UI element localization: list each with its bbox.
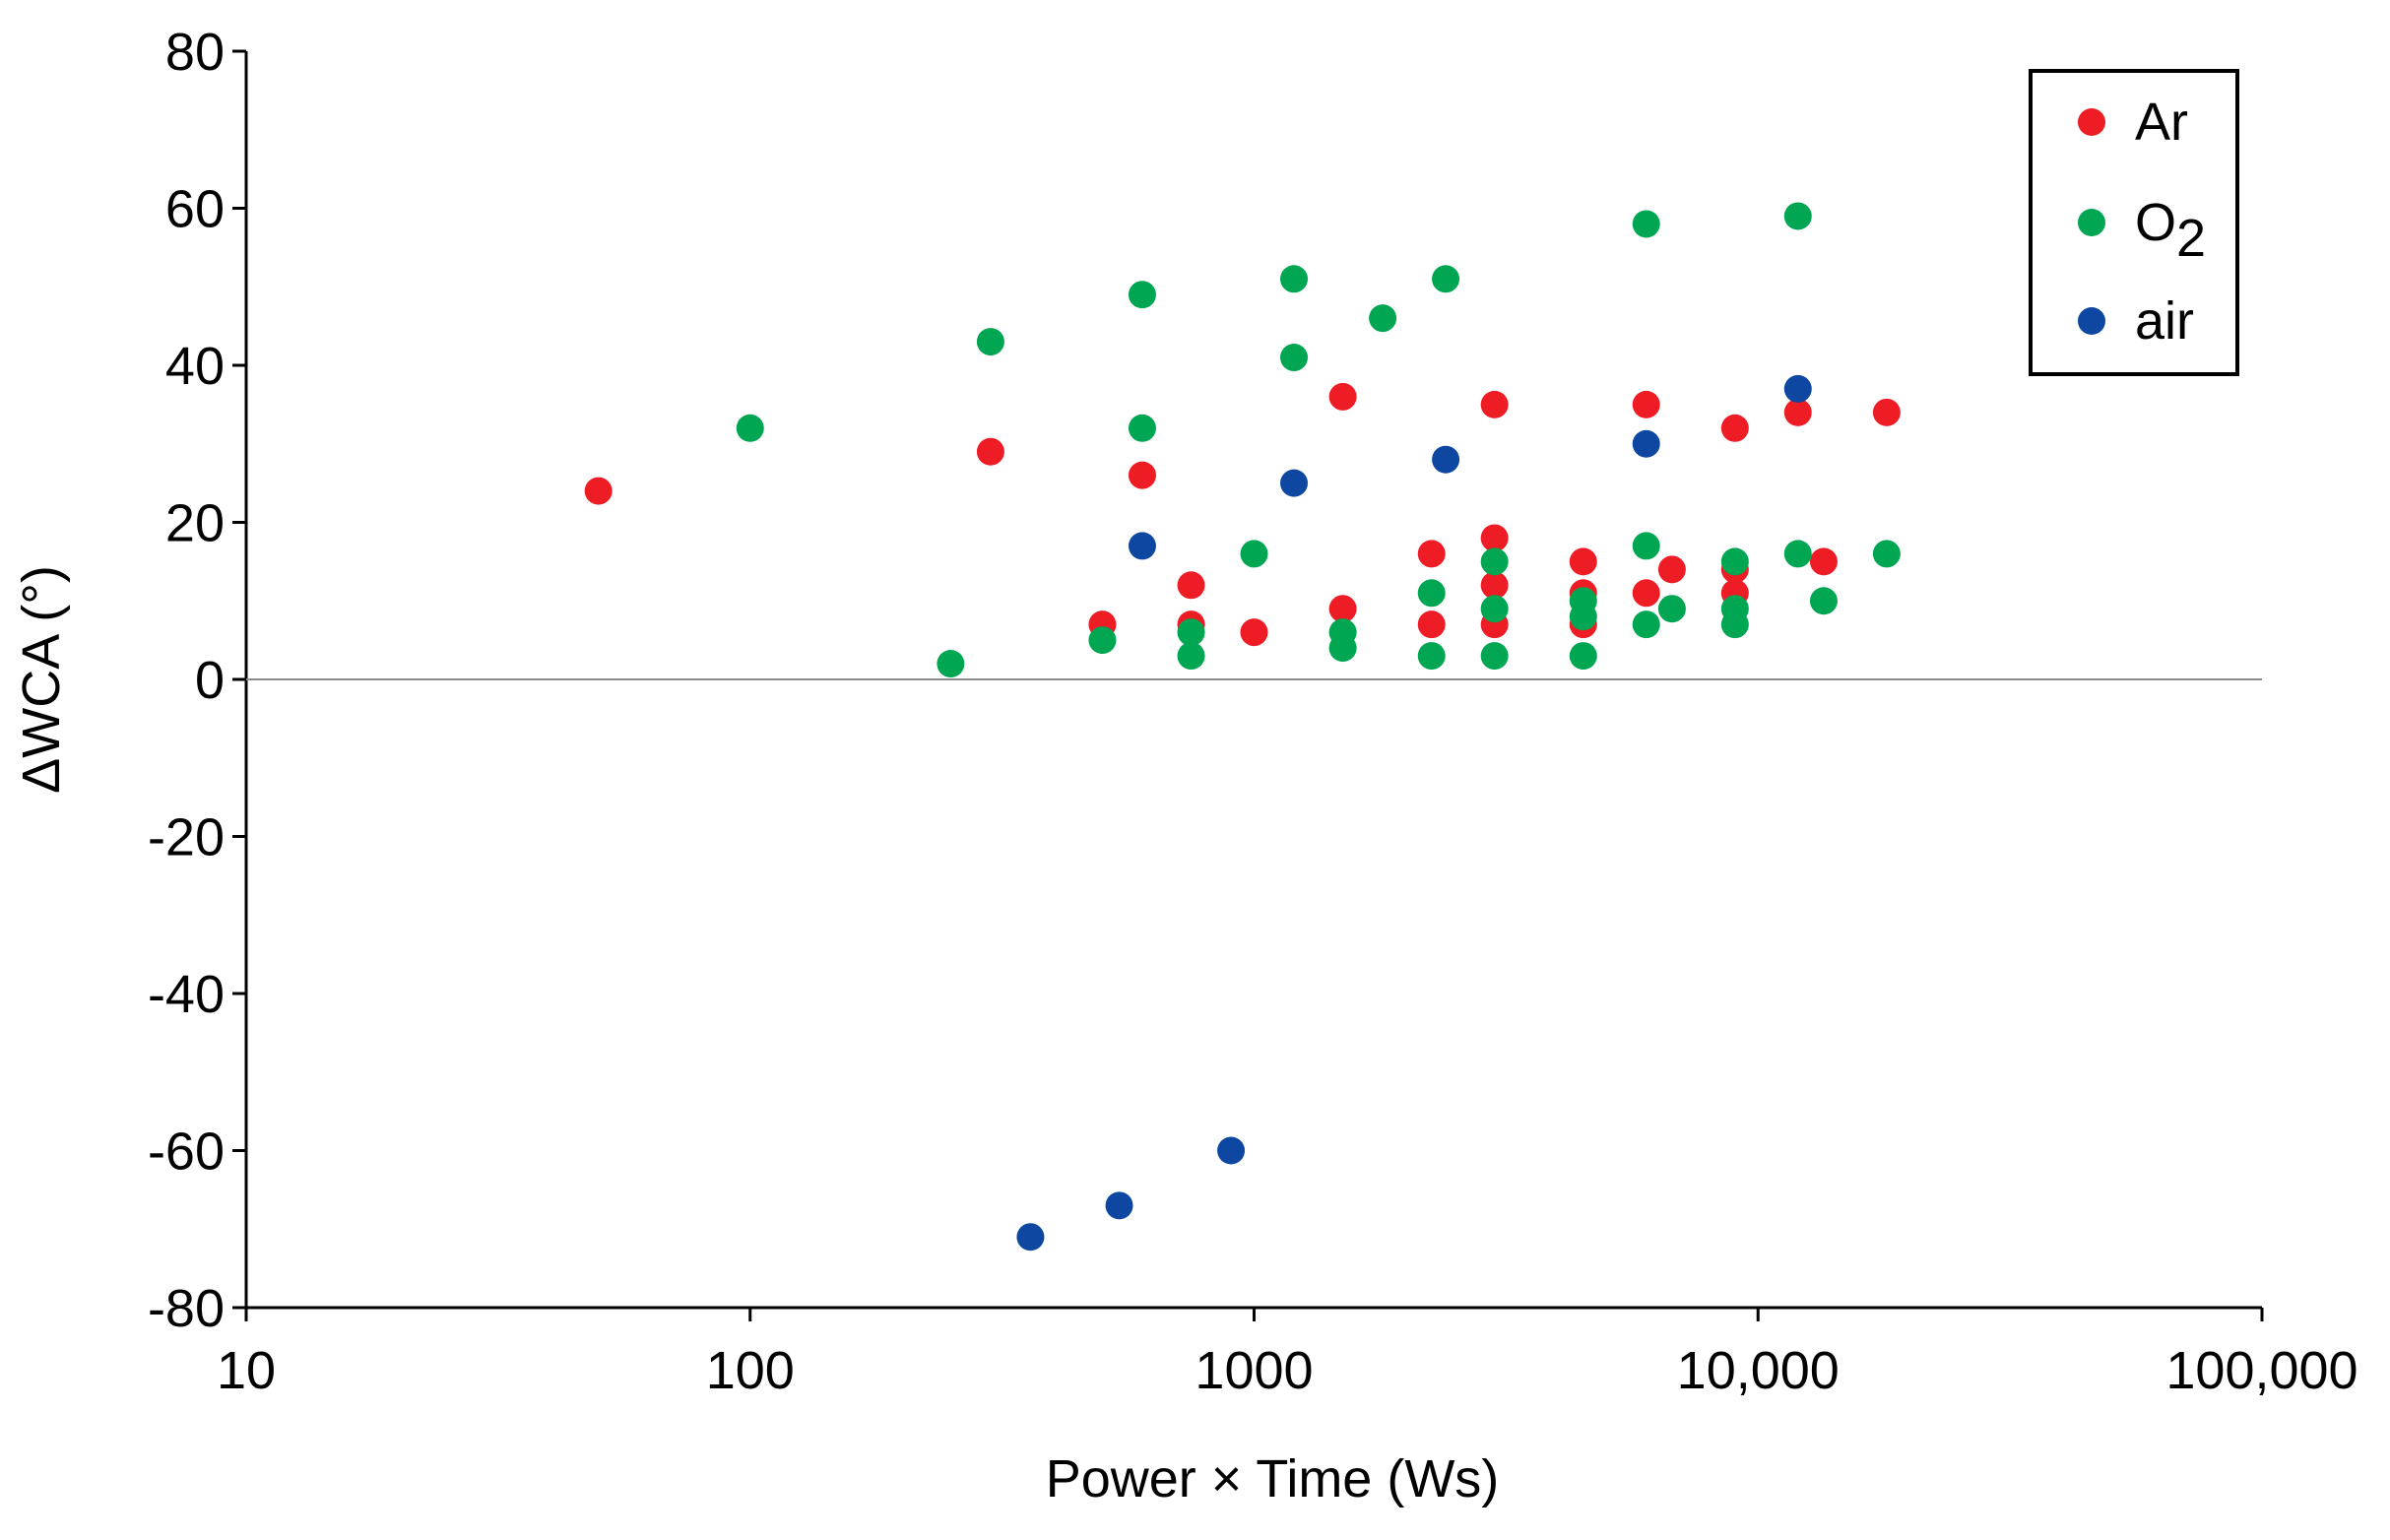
data-point-air [1105,1191,1133,1220]
data-point-o2 [1480,642,1509,671]
x-axis-title: Power × Time (Ws) [1046,1449,1500,1508]
data-point-ar [1632,579,1660,608]
data-point-ar [1657,555,1686,584]
legend-marker-ar [2078,108,2105,136]
legend-label-ar: Ar [2135,93,2188,152]
data-point-ar [1720,414,1749,442]
data-point-ar [1328,595,1357,623]
legend-marker-air [2078,307,2105,335]
y-tick-label: -80 [148,1279,225,1338]
y-tick-label: 0 [195,651,225,710]
data-point-ar [976,437,1004,466]
data-point-ar [1783,398,1812,426]
data-point-o2 [1328,634,1357,663]
data-point-ar [1417,540,1446,568]
data-point-ar [1417,610,1446,639]
data-point-o2 [1177,642,1205,671]
data-point-o2 [1569,603,1597,631]
data-point-o2 [1240,540,1268,568]
y-axis-title: ΔWCA (°) [12,565,71,794]
data-point-ar [1177,571,1205,600]
data-point-o2 [1657,595,1686,623]
data-point-ar [1872,398,1901,426]
data-point-ar [1240,618,1268,647]
data-point-o2 [1088,626,1117,655]
x-tick-label: 100,000 [2165,1341,2358,1400]
data-points [584,202,1901,1251]
data-point-o2 [1480,547,1509,576]
y-tick-label: -40 [148,965,225,1024]
series-o2 [736,202,1901,678]
data-point-o2 [736,414,764,442]
x-tick-label: 10,000 [1677,1341,1840,1400]
data-point-air [1632,429,1660,458]
data-point-air [1128,532,1156,560]
data-point-air [1217,1136,1246,1165]
data-point-ar [1480,390,1509,418]
data-point-o2 [937,650,965,678]
data-point-o2 [1417,642,1446,671]
data-point-air [1016,1223,1045,1251]
legend-marker-o2 [2078,209,2105,236]
data-point-o2 [1809,587,1838,615]
data-point-o2 [1280,265,1309,293]
y-tick-label: 80 [165,23,225,82]
data-point-ar [1480,524,1509,552]
data-point-o2 [1872,540,1901,568]
legend-item-ar: Ar [2078,93,2188,152]
data-point-o2 [1720,610,1749,639]
data-point-air [1280,469,1309,497]
data-point-o2 [976,328,1004,356]
y-tick-label: 60 [165,180,225,239]
data-point-o2 [1632,610,1660,639]
data-point-o2 [1280,344,1309,372]
x-tick-label: 1000 [1195,1341,1313,1400]
data-point-o2 [1128,414,1156,442]
legend-item-air: air [2078,291,2194,351]
x-tick-label: 100 [706,1341,795,1400]
data-point-air [1432,445,1460,474]
data-point-o2 [1720,547,1749,576]
data-point-o2 [1417,579,1446,608]
data-point-ar [1480,571,1509,600]
data-point-o2 [1369,304,1397,333]
y-tick-label: -20 [148,808,225,867]
legend-item-o2: O2 [2078,193,2206,268]
x-tick-label: 10 [217,1341,276,1400]
data-point-o2 [1632,532,1660,560]
y-tick-label: 40 [165,337,225,396]
data-point-ar [1128,461,1156,489]
data-point-ar [1809,547,1838,576]
y-tick-label: -60 [148,1123,225,1182]
data-point-ar [1569,547,1597,576]
legend-box [2029,69,2239,376]
data-point-ar [584,477,613,505]
series-air [1016,374,1812,1251]
data-point-air [1783,374,1812,403]
data-point-o2 [1632,210,1660,238]
data-point-o2 [1783,202,1812,230]
data-point-ar [1632,390,1660,418]
series-ar [584,382,1901,647]
data-point-o2 [1432,265,1460,293]
y-tick-label: 20 [165,494,225,553]
legend-label-air: air [2135,291,2194,351]
data-point-o2 [1177,618,1205,647]
data-point-o2 [1480,595,1509,623]
axes: -80 -60 -40 -20 0 20 40 60 80 10 100 1000 10,000 100,… [148,23,2358,1400]
legend-label-o2: O2 [2135,193,2206,268]
data-point-o2 [1569,642,1597,671]
data-point-ar [1328,382,1357,411]
data-point-o2 [1783,540,1812,568]
data-point-o2 [1128,281,1156,309]
legend: Ar O2 air [2029,69,2239,376]
